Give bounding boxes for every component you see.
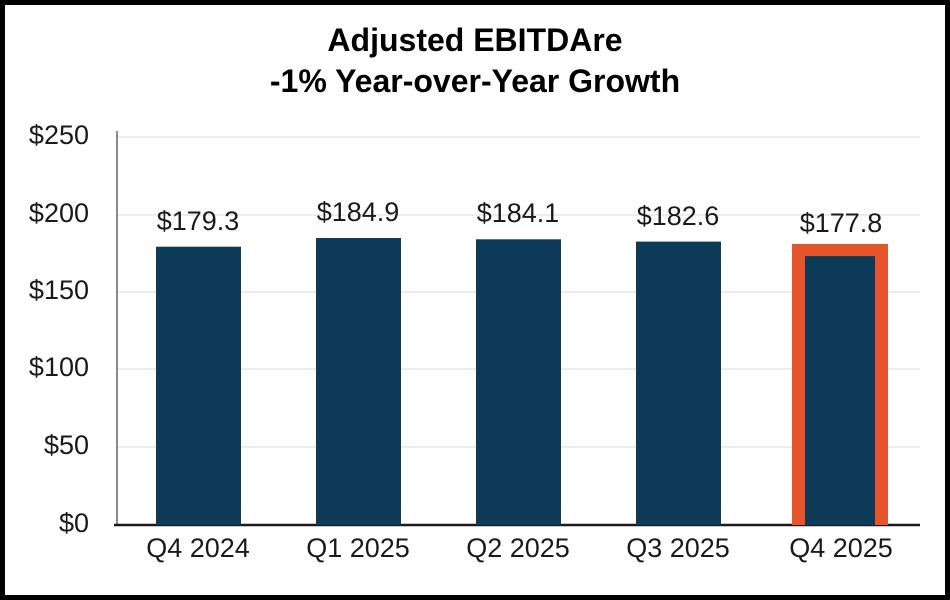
svg-text:Q4 2024: Q4 2024 xyxy=(146,533,250,563)
svg-text:$177.8: $177.8 xyxy=(800,208,883,238)
svg-text:$184.1: $184.1 xyxy=(477,198,560,228)
svg-text:Q4 2025: Q4 2025 xyxy=(789,533,893,563)
svg-text:Q1 2025: Q1 2025 xyxy=(306,533,410,563)
svg-text:Q3 2025: Q3 2025 xyxy=(626,533,730,563)
svg-text:Q2 2025: Q2 2025 xyxy=(466,533,570,563)
svg-text:$150: $150 xyxy=(29,275,89,305)
svg-text:$100: $100 xyxy=(29,352,89,382)
svg-text:$179.3: $179.3 xyxy=(157,206,240,236)
svg-text:$182.6: $182.6 xyxy=(637,201,720,231)
svg-text:$50: $50 xyxy=(44,430,89,460)
svg-text:$184.9: $184.9 xyxy=(317,197,400,227)
svg-text:$250: $250 xyxy=(29,120,89,150)
svg-text:$200: $200 xyxy=(29,198,89,228)
svg-text:$0: $0 xyxy=(59,508,89,538)
